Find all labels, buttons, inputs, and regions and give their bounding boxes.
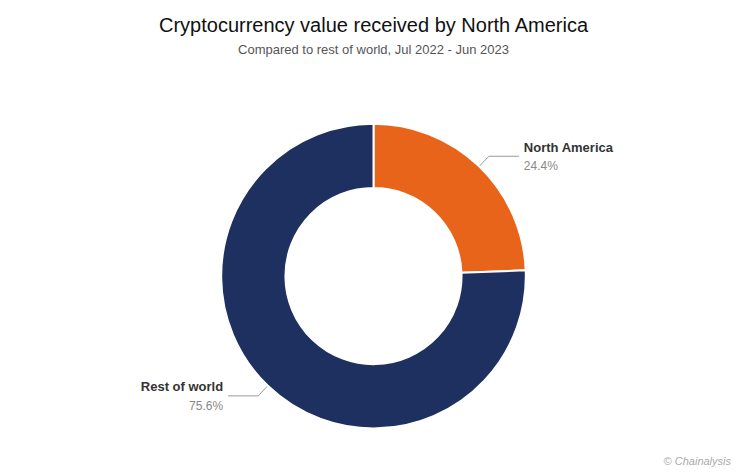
svg-text:24.4%: 24.4% — [524, 159, 558, 173]
svg-text:© Chainalysis: © Chainalysis — [664, 455, 732, 467]
svg-text:North America: North America — [524, 140, 614, 155]
svg-text:Cryptocurrency value received: Cryptocurrency value received by North A… — [159, 14, 589, 36]
svg-text:75.6%: 75.6% — [189, 399, 223, 413]
svg-text:Rest of world: Rest of world — [141, 379, 223, 394]
svg-text:Compared to rest of world, Jul: Compared to rest of world, Jul 2022 - Ju… — [238, 42, 509, 57]
